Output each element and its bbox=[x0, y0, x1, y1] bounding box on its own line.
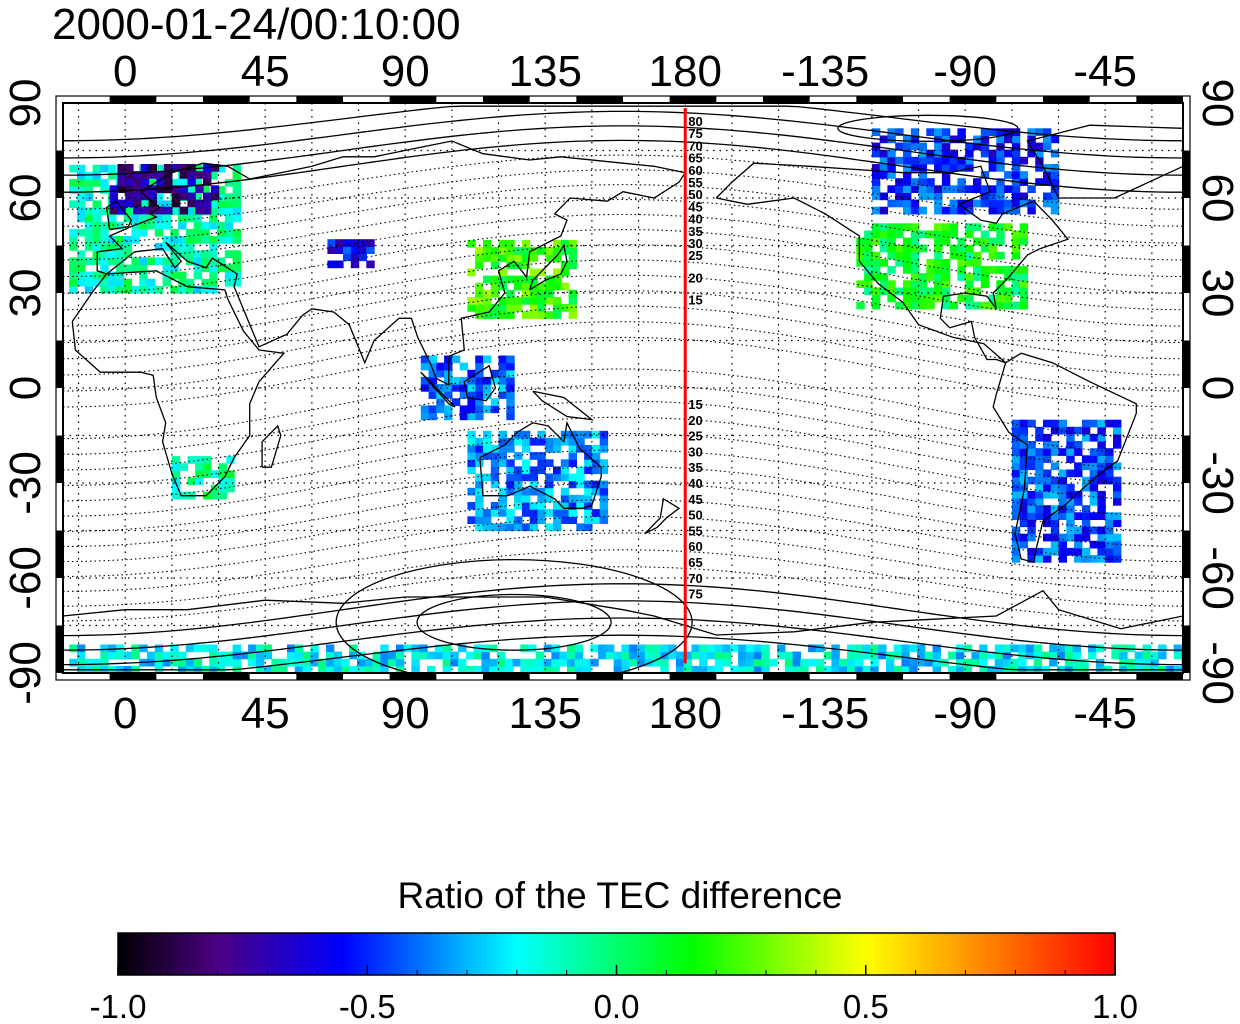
y-tick-label-right: -90 bbox=[1193, 641, 1240, 705]
contour-label: 55 bbox=[688, 523, 702, 538]
map-axes: 0 0 45 45 90 90 135 135 180 180 -135 -135 -90 -90 -45 -… bbox=[1, 47, 1240, 738]
y-tick-label-left: -90 bbox=[1, 641, 50, 705]
contour-label: 75 bbox=[688, 126, 702, 141]
contour-label: 30 bbox=[688, 236, 702, 251]
colorbar-gradient bbox=[117, 932, 1116, 976]
x-tick-label-bottom: 90 bbox=[381, 689, 430, 738]
contour-label: 65 bbox=[688, 555, 702, 570]
colorbar-tick-label: 1.0 bbox=[1092, 988, 1138, 1024]
contour-label: 50 bbox=[688, 187, 702, 202]
tec-map: 8075706560555045403530252015152025303540… bbox=[1, 47, 1240, 738]
x-tick-label-bottom: -90 bbox=[933, 689, 997, 738]
y-tick-label-left: 90 bbox=[1, 79, 50, 128]
contour-label: 80 bbox=[688, 114, 702, 129]
contour-labels: 8075706560555045403530252015152025303540… bbox=[688, 114, 702, 602]
y-tick-label-left: 0 bbox=[1, 376, 50, 400]
contour-label: 25 bbox=[688, 429, 702, 444]
contour-label: 75 bbox=[688, 587, 702, 602]
y-tick-label-right: 30 bbox=[1193, 269, 1240, 318]
contour-label: 45 bbox=[688, 199, 702, 214]
data-patch-australia bbox=[467, 430, 609, 532]
x-tick-label-bottom: 135 bbox=[509, 689, 582, 738]
data-patch-south-africa bbox=[171, 456, 235, 500]
x-tick-label-top: 0 bbox=[113, 47, 137, 96]
contour-label: 65 bbox=[688, 151, 702, 166]
data-patch-southeast-asia bbox=[420, 355, 515, 421]
y-tick-label-right: 90 bbox=[1193, 79, 1240, 128]
contour-label: 30 bbox=[688, 444, 702, 459]
lat-lon-grid bbox=[63, 103, 1183, 673]
contour-label: 35 bbox=[688, 224, 702, 239]
contour-label: 50 bbox=[688, 508, 702, 523]
x-tick-label-bottom: 180 bbox=[649, 689, 722, 738]
y-tick-label-right: 60 bbox=[1193, 174, 1240, 223]
contour-label: 70 bbox=[688, 571, 702, 586]
contour-label: 60 bbox=[688, 539, 702, 554]
y-tick-label-left: -30 bbox=[1, 451, 50, 515]
contour-label: 45 bbox=[688, 492, 702, 507]
contour-label: 60 bbox=[688, 163, 702, 178]
x-tick-label-top: 90 bbox=[381, 47, 430, 96]
tec-data-patches bbox=[69, 128, 1183, 673]
map-frame bbox=[55, 95, 1191, 681]
y-tick-label-left: -60 bbox=[1, 546, 50, 610]
contour-label: 55 bbox=[688, 175, 702, 190]
y-tick-label-right: -30 bbox=[1193, 451, 1240, 515]
data-patch-south-america bbox=[1011, 419, 1122, 563]
data-patch-central-asia bbox=[327, 239, 375, 269]
contour-label: 40 bbox=[688, 212, 702, 227]
colorbar-tick-label: 0.0 bbox=[594, 988, 640, 1024]
x-tick-label-top: 45 bbox=[241, 47, 290, 96]
x-tick-label-top: 135 bbox=[509, 47, 582, 96]
map-title: 2000-01-24/00:10:00 bbox=[52, 0, 461, 49]
x-tick-label-top: -45 bbox=[1073, 47, 1137, 96]
x-tick-label-bottom: 45 bbox=[241, 689, 290, 738]
contour-label: 20 bbox=[688, 413, 702, 428]
y-tick-label-left: 30 bbox=[1, 269, 50, 318]
data-patch-europe bbox=[69, 164, 241, 294]
x-tick-label-top: 180 bbox=[649, 47, 722, 96]
x-tick-label-bottom: -135 bbox=[781, 689, 869, 738]
contour-label: 70 bbox=[688, 138, 702, 153]
colorbar-tick-label: -0.5 bbox=[339, 988, 396, 1024]
x-tick-label-bottom: -45 bbox=[1073, 689, 1137, 738]
x-tick-label-top: -90 bbox=[933, 47, 997, 96]
x-tick-label-top: -135 bbox=[781, 47, 869, 96]
contour-label: 40 bbox=[688, 476, 702, 491]
data-patch-scandinavia bbox=[109, 164, 220, 215]
y-tick-label-right: -60 bbox=[1193, 546, 1240, 610]
contour-label: 15 bbox=[688, 293, 702, 308]
contour-label: 25 bbox=[688, 248, 702, 263]
colorbar-tick-label: 0.5 bbox=[843, 988, 889, 1024]
data-patch-north-america bbox=[856, 223, 1029, 310]
y-tick-label-left: 60 bbox=[1, 174, 50, 223]
colorbar-title: Ratio of the TEC difference bbox=[397, 875, 843, 916]
coastlines bbox=[63, 124, 1183, 636]
x-tick-label-bottom: 0 bbox=[113, 689, 137, 738]
contour-label: 35 bbox=[688, 460, 702, 475]
data-patch-east-asia bbox=[467, 240, 577, 319]
colorbar-tick-label: -1.0 bbox=[90, 988, 147, 1024]
contour-label: 20 bbox=[688, 270, 702, 285]
contour-label: 15 bbox=[688, 397, 702, 412]
y-tick-label-right: 0 bbox=[1193, 376, 1240, 400]
